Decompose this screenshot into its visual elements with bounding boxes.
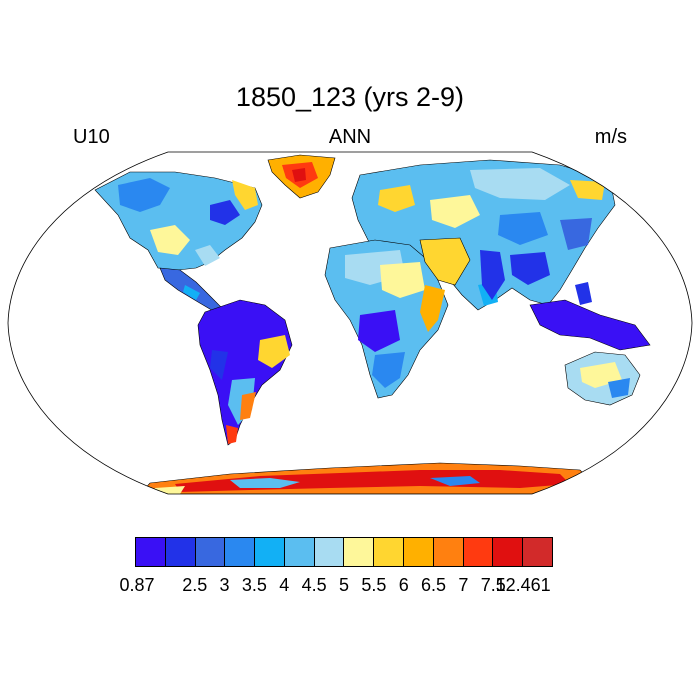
- continent-antarctica: [139, 462, 591, 494]
- colorbar-tick-label: 0.87: [119, 575, 155, 595]
- colorbar-tick-label: 6.5: [421, 575, 447, 595]
- colorbar-swatch: [136, 538, 166, 566]
- colorbar-swatch: [404, 538, 434, 566]
- colorbar-tick-label: 7.5: [480, 575, 506, 595]
- colorbar-swatch: [284, 538, 315, 566]
- colorbar-swatch: [195, 538, 226, 566]
- continent-africa: [324, 239, 449, 399]
- units-label: m/s: [594, 126, 627, 148]
- colorbar: [135, 537, 553, 567]
- colorbar-swatch: [463, 538, 494, 566]
- colorbar-tick-label: 5: [338, 575, 350, 595]
- colorbar-tick-label: 6: [398, 575, 409, 595]
- colorbar-swatch: [433, 538, 464, 566]
- plot-title: 1850_123 (yrs 2-9): [235, 82, 465, 112]
- region-maritime-southeast-asia: [529, 282, 651, 351]
- colorbar-tick-label: 5.5: [361, 575, 387, 595]
- colorbar-swatch: [225, 538, 256, 566]
- colorbar-tick-label: 2.5: [182, 575, 208, 595]
- season-label: ANN: [328, 126, 372, 148]
- colorbar-swatch: [255, 538, 285, 566]
- continent-north-america: [94, 154, 336, 313]
- colorbar-tick-label: 3.5: [241, 575, 267, 595]
- colorbar-tick-label: 4.5: [301, 575, 327, 595]
- continent-australia: [564, 351, 641, 406]
- colorbar-tick-label: 12.461: [495, 575, 551, 595]
- colorbar-tick-label: 3: [219, 575, 230, 595]
- colorbar-swatch: [314, 538, 345, 566]
- region-south-asia: [419, 237, 505, 300]
- colorbar-swatch: [493, 538, 524, 566]
- colorbar-swatch: [523, 538, 552, 566]
- colorbar-tick-label: 7: [458, 575, 469, 595]
- colorbar-tick-label: 4: [279, 575, 290, 595]
- variable-label: U10: [73, 126, 110, 148]
- colorbar-swatch: [344, 538, 375, 566]
- continent-south-america: [197, 299, 293, 446]
- continent-eurasia: [351, 159, 616, 311]
- colorbar-swatch: [374, 538, 405, 566]
- colorbar-swatch: [165, 538, 196, 566]
- map-border: [7, 151, 693, 495]
